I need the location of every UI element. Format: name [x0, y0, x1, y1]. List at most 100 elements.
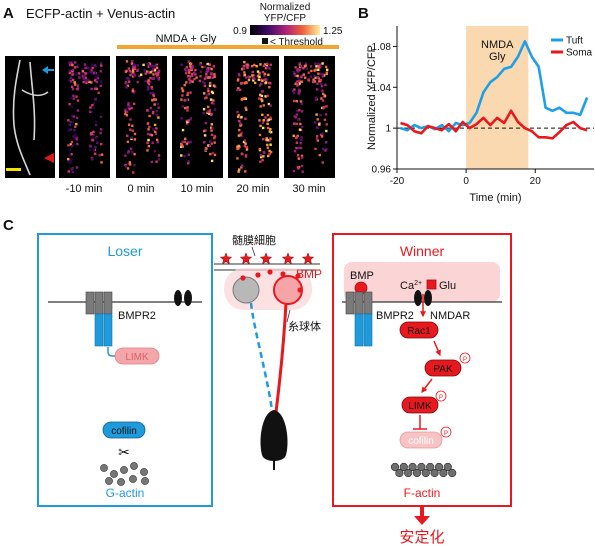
- heatmap-frame: [59, 56, 110, 178]
- colorbar-max-label: 1.25: [323, 26, 343, 37]
- heatmap-frame: [228, 56, 279, 178]
- mitral-cell-soma: [260, 410, 288, 461]
- scissors-icon: ✂: [118, 444, 130, 460]
- actin-subunit: [439, 468, 448, 478]
- winner-ca-label: Ca2+: [400, 280, 422, 292]
- bmp-dot: [240, 275, 246, 281]
- actin-subunit: [399, 462, 408, 472]
- stabilization-arrow-icon: [414, 516, 430, 525]
- glu-ligand: [426, 279, 437, 290]
- winner-bmp-glow: [344, 262, 500, 302]
- actin-subunit: [426, 462, 435, 472]
- f-actin-filament: [390, 462, 457, 478]
- timepoint-label: 20 min: [236, 183, 269, 195]
- rac1-to-pak-arrow: [433, 340, 441, 357]
- pak-phospho-label: P: [463, 357, 467, 363]
- timepoint-label: -10 min: [66, 183, 103, 195]
- cofilin-pill: [399, 431, 443, 449]
- loser-receptor: [85, 291, 113, 347]
- bmp-dot: [267, 269, 273, 275]
- loser-limk-pill: [114, 347, 160, 365]
- winner-receptor: [345, 291, 373, 347]
- actin-subunit: [434, 462, 444, 472]
- limk-phospho-icon: [435, 390, 447, 402]
- heatmap-frame: [116, 56, 167, 178]
- limk-label: LIMK: [408, 401, 432, 412]
- loser-limk-label: LIMK: [125, 352, 149, 363]
- actin-subunit: [408, 462, 417, 472]
- timepoint-label: 10 min: [180, 183, 213, 195]
- myelin-label: 髄膜細胞: [232, 233, 276, 247]
- actin-subunit: [448, 468, 457, 478]
- winner-box: [332, 233, 512, 507]
- winner-bmp-label: BMP: [350, 270, 374, 282]
- loser-receptor-label: BMPR2: [118, 310, 156, 322]
- actin-subunit: [443, 462, 452, 472]
- winner-dendrite: [274, 302, 288, 413]
- treatment-bar: [117, 45, 339, 49]
- colorbar: [250, 25, 320, 35]
- panel-a-title: ECFP-actin + Venus-actin: [26, 6, 175, 21]
- stimulation-window: [466, 26, 529, 169]
- winner-receptor1-label: BMPR2: [376, 310, 414, 322]
- neuron-grayscale-outline: [12, 59, 49, 176]
- loser-cofilin-label: cofilin: [111, 426, 137, 437]
- nmdar-left: [414, 290, 422, 306]
- actin-monomer: [130, 462, 138, 470]
- panel-a: A ECFP-actin + Venus-actin Normalized YF…: [3, 2, 343, 195]
- scale-bar: [6, 168, 21, 171]
- colorbar-title-line1: Normalized: [260, 2, 311, 13]
- legend-label: Tuft: [566, 36, 583, 47]
- nmdar-right: [424, 290, 432, 306]
- winner-receptor2-label: NMDAR: [430, 310, 470, 322]
- stimulation-label-line2: Gly: [489, 51, 506, 63]
- pak-phospho-icon: [459, 352, 471, 364]
- stabilization-label: 安定化: [399, 528, 444, 546]
- colorbar-min-label: 0.9: [233, 26, 247, 37]
- tuft-arrow-icon: [42, 66, 48, 74]
- actin-monomer: [129, 475, 137, 483]
- x-axis-label: Time (min): [469, 192, 521, 204]
- winner-glu-label: Glu: [439, 280, 456, 292]
- panel-b-letter: B: [358, 5, 369, 22]
- loser-title: Loser: [107, 243, 142, 259]
- actin-subunit: [404, 468, 413, 478]
- limk-pill: [401, 396, 439, 414]
- g-actin-monomers: [100, 462, 149, 486]
- panel-a-letter: A: [3, 5, 14, 22]
- cofilin-label: cofilin: [408, 436, 434, 447]
- actin-monomer: [110, 470, 118, 478]
- loser-dendrite: [249, 302, 274, 411]
- treatment-label: NMDA + Gly: [156, 33, 217, 45]
- threshold-label: < Threshold: [270, 37, 323, 48]
- threshold-swatch: [262, 38, 268, 44]
- timepoint-labels: -10 min 0 min 10 min 20 min 30 min: [66, 183, 326, 195]
- actin-subunit: [417, 462, 426, 472]
- legend-label: Soma: [566, 48, 593, 59]
- actin-subunit: [390, 462, 400, 472]
- myelin-pointer: [251, 246, 256, 257]
- meningeal-cells: [219, 252, 315, 265]
- y-tick-label: 0.96: [372, 165, 392, 176]
- pak-label: PAK: [433, 364, 453, 375]
- actin-subunit: [421, 468, 430, 478]
- heatmap-frame: [172, 56, 223, 178]
- loser-glomerulus: [232, 276, 260, 304]
- timepoint-label: 30 min: [292, 183, 325, 195]
- loser-cofilin-pill: [102, 421, 146, 439]
- x-tick-label: -20: [390, 176, 405, 187]
- limk-phospho-label: P: [439, 395, 443, 401]
- heatmap-frames: [59, 56, 335, 178]
- bmp-dot: [255, 272, 261, 278]
- actin-subunit: [430, 468, 439, 478]
- center-bmp-label: BMP: [296, 267, 322, 281]
- winner-title: Winner: [400, 243, 445, 259]
- stimulation-label-line1: NMDA: [481, 39, 514, 51]
- y-tick-label: 1.08: [372, 42, 392, 53]
- panel-c-letter: C: [3, 217, 14, 234]
- star-cell-icon: [259, 252, 273, 265]
- bmp-dot: [280, 271, 286, 277]
- actin-monomer: [100, 464, 108, 472]
- bmp-dot: [295, 273, 301, 279]
